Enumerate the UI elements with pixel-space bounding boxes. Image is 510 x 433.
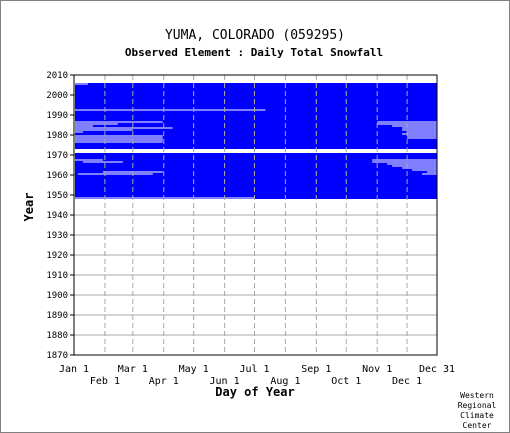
y-tick-label: 2010 bbox=[46, 71, 68, 81]
y-tick-label: 1890 bbox=[46, 311, 68, 321]
x-tick-label: Jan 1 bbox=[59, 364, 89, 375]
missing-segment bbox=[402, 129, 437, 131]
missing-year-band bbox=[75, 151, 437, 153]
missing-segment bbox=[427, 171, 437, 173]
y-tick-label: 1930 bbox=[46, 231, 68, 241]
y-tick-label: 1920 bbox=[46, 251, 68, 261]
credit-line: Center bbox=[462, 421, 492, 430]
x-tick-label: Oct 1 bbox=[331, 376, 361, 387]
missing-segment bbox=[74, 137, 163, 139]
missing-segment bbox=[402, 133, 437, 135]
missing-segment bbox=[74, 131, 83, 133]
missing-segment bbox=[372, 161, 437, 163]
missing-segment bbox=[74, 129, 133, 131]
missing-segment bbox=[407, 135, 437, 137]
missing-segment bbox=[377, 121, 437, 123]
x-tick-label: Jun 1 bbox=[210, 376, 240, 387]
missing-segment bbox=[74, 139, 163, 141]
y-tick-label: 1870 bbox=[46, 351, 68, 361]
x-tick-label: Aug 1 bbox=[270, 376, 300, 387]
missing-segment bbox=[407, 137, 437, 139]
y-tick-label: 1960 bbox=[46, 171, 68, 181]
missing-segment bbox=[392, 125, 437, 127]
x-tick-label: Mar 1 bbox=[118, 364, 148, 375]
x-tick-label: Apr 1 bbox=[149, 376, 179, 387]
y-tick-label: 1880 bbox=[46, 331, 68, 341]
y-tick-label: 2000 bbox=[46, 91, 68, 101]
missing-segment bbox=[402, 127, 437, 129]
missing-segment bbox=[74, 125, 93, 127]
missing-segment bbox=[82, 161, 123, 163]
wrcc-credit: Western Regional Climate Center bbox=[453, 391, 501, 431]
y-tick-label: 1910 bbox=[46, 271, 68, 281]
x-tick-label: Nov 1 bbox=[362, 364, 392, 375]
x-tick-label: May 1 bbox=[179, 364, 209, 375]
x-tick-label: Jul 1 bbox=[239, 364, 269, 375]
chart-title: YUMA, COLORADO (059295) bbox=[165, 28, 345, 43]
missing-segment bbox=[77, 173, 153, 175]
credit-line: Climate bbox=[460, 411, 494, 420]
credit-line: Regional bbox=[457, 401, 497, 410]
missing-segment bbox=[402, 167, 437, 169]
credit-line: Western bbox=[460, 391, 494, 400]
y-tick-label: 1980 bbox=[46, 131, 68, 141]
missing-segment bbox=[74, 159, 103, 161]
missing-segment bbox=[392, 165, 437, 167]
missing-segment bbox=[74, 121, 163, 123]
missing-segment bbox=[74, 109, 266, 111]
y-tick-label: 1900 bbox=[46, 291, 68, 301]
y-axis-label: Year bbox=[22, 193, 36, 222]
x-tick-label: Feb 1 bbox=[90, 376, 120, 387]
x-tick-label: Dec 1 bbox=[392, 376, 422, 387]
missing-segment bbox=[74, 83, 88, 85]
y-tick-label: 1990 bbox=[46, 111, 68, 121]
x-tick-label: Dec 31 bbox=[419, 364, 455, 375]
missing-segment bbox=[407, 131, 437, 133]
missing-segment bbox=[74, 127, 173, 129]
y-tick-label: 1970 bbox=[46, 151, 68, 161]
x-axis-label: Day of Year bbox=[215, 385, 294, 399]
chart-subtitle: Observed Element : Daily Total Snowfall bbox=[125, 46, 383, 59]
missing-segment bbox=[372, 159, 437, 161]
data-block bbox=[75, 83, 437, 199]
missing-segment bbox=[74, 135, 163, 137]
missing-segment bbox=[74, 123, 118, 125]
y-tick-label: 1950 bbox=[46, 191, 68, 201]
missing-year-band bbox=[75, 149, 437, 151]
missing-segment bbox=[74, 141, 163, 143]
missing-segment bbox=[422, 173, 437, 175]
missing-segment bbox=[412, 169, 437, 171]
x-tick-label: Sep 1 bbox=[301, 364, 331, 375]
missing-segment bbox=[387, 163, 437, 165]
y-tick-label: 1940 bbox=[46, 211, 68, 221]
